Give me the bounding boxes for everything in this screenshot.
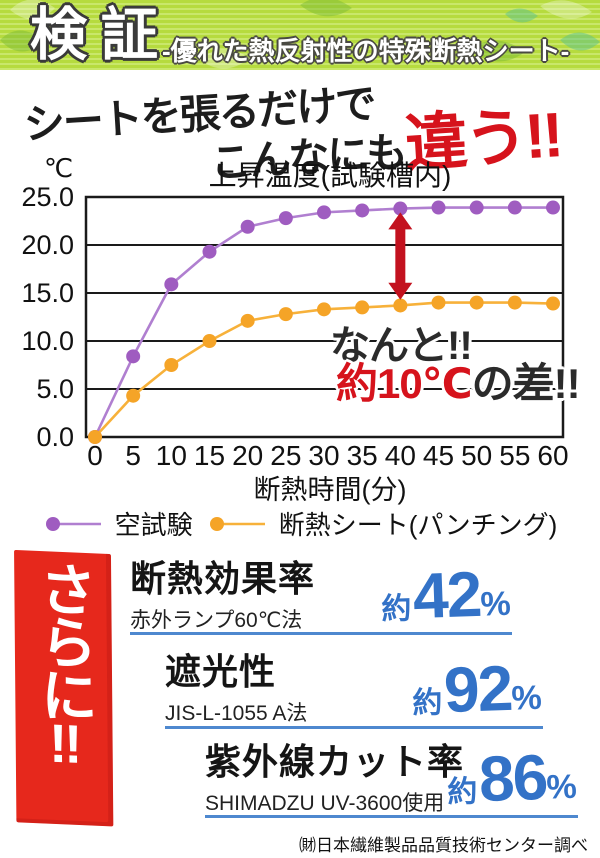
chart-legend: 空試験 断熱シート(パンチング) xyxy=(0,505,600,542)
data-point-断熱シート(パンチング) xyxy=(355,300,370,315)
x-tick-label: 60 xyxy=(537,440,569,471)
stat-method: SHIMADZU UV-3600使用 xyxy=(205,792,445,815)
y-tick-label: 5.0 xyxy=(36,374,74,404)
x-tick-label: 25 xyxy=(270,440,302,471)
stat-title: 紫外線カット率 xyxy=(205,741,465,782)
stat-row-insulation: 断熱効果率 赤外ランプ60℃法 約 42% xyxy=(130,550,512,635)
stat-value-prefix: 約 xyxy=(380,592,412,627)
stat-value-unit: % xyxy=(510,678,542,718)
data-point-断熱シート(パンチング) xyxy=(164,358,179,372)
stat-value: 約 42% xyxy=(380,557,511,633)
stat-value-number: 42 xyxy=(411,557,481,633)
stat-method: JIS-L-1055 A法 xyxy=(165,702,308,725)
sarani-banner: さらに !! xyxy=(14,549,114,827)
stat-value-unit: % xyxy=(479,584,511,624)
stat-value: 約 86% xyxy=(446,740,577,816)
data-point-空試験 xyxy=(164,277,179,292)
y-tick-label: 25.0 xyxy=(21,182,74,212)
x-tick-label: 10 xyxy=(155,440,187,471)
stat-value-prefix: 約 xyxy=(446,775,478,810)
y-tick-label: 10.0 xyxy=(21,326,74,356)
legend-item: 空試験 xyxy=(43,505,193,542)
data-point-断熱シート(パンチング) xyxy=(546,296,560,311)
y-axis-unit: ℃ xyxy=(44,153,74,183)
data-point-空試験 xyxy=(507,200,522,215)
legend-label: 空試験 xyxy=(114,510,193,540)
data-point-空試験 xyxy=(469,200,484,215)
x-tick-label: 5 xyxy=(125,440,141,471)
stat-title: 断熱効果率 xyxy=(130,558,316,599)
annotation-line1: なんと!! xyxy=(330,324,473,368)
y-tick-label: 15.0 xyxy=(21,278,74,308)
chart-title: 上昇温度(試験槽内) xyxy=(208,160,452,191)
data-point-断熱シート(パンチング) xyxy=(278,307,293,322)
data-point-断熱シート(パンチング) xyxy=(469,295,484,310)
x-tick-label: 50 xyxy=(461,440,493,471)
annotation-line2-black: の差!! xyxy=(471,360,581,407)
data-point-断熱シート(パンチング) xyxy=(431,295,446,310)
data-point-空試験 xyxy=(278,211,293,226)
legend-marker xyxy=(45,516,101,531)
data-point-空試験 xyxy=(393,201,408,216)
data-point-空試験 xyxy=(317,205,331,220)
data-point-断熱シート(パンチング) xyxy=(507,295,522,310)
data-point-断熱シート(パンチング) xyxy=(393,298,408,313)
data-point-断熱シート(パンチング) xyxy=(317,302,331,317)
x-tick-label: 0 xyxy=(87,440,103,471)
sarani-banner-text: さらに xyxy=(31,558,97,721)
stat-row-uv-cut: 紫外線カット率 SHIMADZU UV-3600使用 約 86% xyxy=(205,733,578,818)
data-point-空試験 xyxy=(202,244,217,259)
legend-marker xyxy=(209,516,265,531)
x-tick-label: 55 xyxy=(499,440,531,471)
x-tick-label: 40 xyxy=(384,440,416,471)
y-tick-label: 0.0 xyxy=(36,422,74,452)
y-tick-label: 20.0 xyxy=(21,230,74,260)
stat-method: 赤外ランプ60℃法 xyxy=(130,609,303,632)
leaf-decoration xyxy=(0,0,600,69)
x-tick-label: 20 xyxy=(232,440,264,471)
x-axis-label: 断熱時間(分) xyxy=(253,475,407,505)
stat-value-number: 86 xyxy=(477,740,547,816)
data-point-空試験 xyxy=(546,200,560,215)
x-tick-label: 35 xyxy=(346,440,378,471)
sarani-banner-bang: !! xyxy=(48,713,80,775)
header-banner: 検証 -優れた熱反射性の特殊断熱シート- xyxy=(0,0,600,70)
data-point-空試験 xyxy=(355,203,370,218)
source-credit: ㈶日本繊維製品品質技術センター調べ xyxy=(299,836,588,855)
data-point-断熱シート(パンチング) xyxy=(126,388,141,403)
stat-row-shading: 遮光性 JIS-L-1055 A法 約 92% xyxy=(165,643,543,729)
x-tick-label: 15 xyxy=(193,440,226,471)
data-point-空試験 xyxy=(431,200,446,215)
difference-arrow-head-top xyxy=(388,212,413,230)
legend-item: 断熱シート(パンチング) xyxy=(207,505,558,542)
x-tick-label: 30 xyxy=(308,440,340,471)
legend-label: 断熱シート(パンチング) xyxy=(278,510,558,540)
annotation-line2: 約10℃の差!! xyxy=(336,350,581,411)
stat-value: 約 92% xyxy=(411,651,542,727)
x-tick-label: 45 xyxy=(422,440,455,471)
header-subtitle: -優れた熱反射性の特殊断熱シート- xyxy=(162,36,570,66)
annotation-line2-red: 約10℃ xyxy=(336,360,473,407)
data-point-断熱シート(パンチング) xyxy=(202,334,217,348)
data-point-空試験 xyxy=(240,219,255,234)
temperature-chart: ℃ 上昇温度(試験槽内) 0.0 5.0 10.0 15.0 20.0 25.0 0 5 10… xyxy=(0,150,600,545)
plot-frame xyxy=(84,195,565,439)
difference-arrow-head-bottom xyxy=(388,282,413,300)
stat-value-number: 92 xyxy=(442,651,512,727)
data-point-断熱シート(パンチング) xyxy=(240,313,255,328)
header-badge: 検証 xyxy=(30,3,172,67)
chart-plot xyxy=(84,195,565,444)
data-point-空試験 xyxy=(126,349,141,364)
stat-value-unit: % xyxy=(545,767,577,807)
stat-title: 遮光性 xyxy=(165,651,277,692)
stat-value-prefix: 約 xyxy=(411,686,443,721)
data-point-断熱シート(パンチング) xyxy=(88,430,102,444)
